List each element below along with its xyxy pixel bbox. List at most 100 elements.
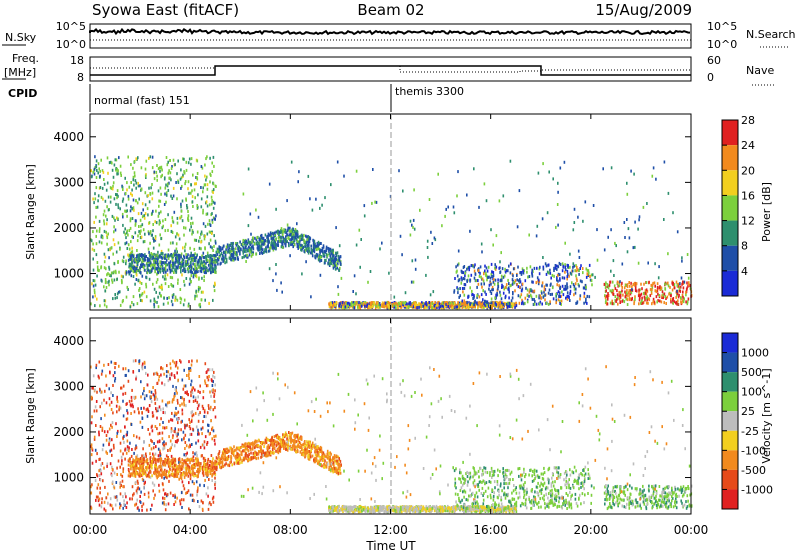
velocity-cell xyxy=(197,490,199,493)
power-cell xyxy=(613,274,615,277)
power-cell xyxy=(491,292,493,295)
power-cell xyxy=(385,302,387,305)
power-cell xyxy=(525,279,527,282)
power-cell xyxy=(622,294,624,297)
cpid-mode-1: themis 3300 xyxy=(395,85,464,98)
velocity-cell xyxy=(123,503,125,506)
velocity-cell xyxy=(100,464,102,467)
power-cell xyxy=(194,196,196,199)
velocity-cell xyxy=(151,425,153,428)
power-cell xyxy=(206,213,208,216)
velocity-cell xyxy=(190,494,192,497)
velocity-cell xyxy=(195,412,197,415)
power-cell xyxy=(456,271,458,274)
power-cell xyxy=(142,257,144,260)
power-cell xyxy=(140,299,142,302)
power-cell xyxy=(432,242,434,245)
power-cell xyxy=(402,190,404,193)
power-cell xyxy=(477,306,479,309)
power-cell xyxy=(248,241,250,244)
power-cell xyxy=(212,299,214,302)
power-cell xyxy=(483,272,485,275)
power-cell xyxy=(104,253,106,256)
power-cell xyxy=(526,267,528,270)
velocity-cell xyxy=(159,432,161,435)
power-cell xyxy=(306,247,308,250)
power-cell xyxy=(158,212,160,215)
power-cell xyxy=(497,278,499,281)
velocity-cell xyxy=(199,484,201,487)
power-cell xyxy=(210,239,212,242)
power-cell xyxy=(627,193,629,196)
power-cell xyxy=(160,200,162,203)
power-cell xyxy=(481,243,483,246)
power-cell xyxy=(214,217,216,220)
power-cell xyxy=(164,257,166,260)
power-cell xyxy=(250,213,252,216)
power-cell xyxy=(92,198,94,201)
power-cell xyxy=(192,262,194,265)
power-cell xyxy=(611,166,613,169)
power-cell xyxy=(144,269,146,272)
velocity-cell xyxy=(144,481,146,484)
velocity-cell xyxy=(186,444,188,447)
power-cell xyxy=(109,161,111,164)
power-cell xyxy=(192,222,194,225)
power-cell xyxy=(657,286,659,289)
power-cell xyxy=(180,205,182,208)
power-cell xyxy=(191,274,193,277)
power-cell xyxy=(155,237,157,240)
power-cell xyxy=(181,210,183,213)
velocity-cell xyxy=(204,411,206,414)
velocity-cell xyxy=(136,499,138,502)
power-cell xyxy=(118,241,120,244)
power-cell xyxy=(177,279,179,282)
power-cell xyxy=(152,197,154,200)
power-cell xyxy=(211,212,213,215)
velocity-cell xyxy=(153,446,155,449)
power-cell xyxy=(192,174,194,177)
power-cell xyxy=(96,242,98,245)
nsky-tick-bottom: 10^0 xyxy=(56,38,86,51)
power-cell xyxy=(584,295,586,298)
velocity-cell xyxy=(137,482,139,485)
power-ytick-label-0: 1000 xyxy=(53,267,84,281)
power-cell xyxy=(104,260,106,263)
power-cell xyxy=(416,306,418,309)
power-cell xyxy=(163,297,165,300)
power-cell xyxy=(466,280,468,283)
velocity-cell xyxy=(120,430,122,433)
velocity-cell xyxy=(140,491,142,494)
velocity-cell xyxy=(128,449,130,452)
power-cell xyxy=(569,266,571,269)
power-cell xyxy=(194,295,196,298)
power-cell xyxy=(583,286,585,289)
power-cell xyxy=(204,237,206,240)
power-cell xyxy=(564,242,566,245)
power-cell xyxy=(210,245,212,248)
power-cell xyxy=(522,269,524,272)
freq-trace xyxy=(90,66,691,75)
velocity-cell xyxy=(165,503,167,506)
velocity-cell xyxy=(102,370,104,373)
power-cell xyxy=(466,268,468,271)
power-cell xyxy=(429,198,431,201)
power-cell xyxy=(620,291,622,294)
velocity-cell xyxy=(98,375,100,378)
velocity-cell xyxy=(118,408,120,411)
velocity-cell xyxy=(178,411,180,414)
velocity-cell xyxy=(188,360,190,363)
power-cell xyxy=(212,249,214,252)
power-cell xyxy=(502,267,504,270)
velocity-cell xyxy=(170,492,172,495)
power-cell xyxy=(156,221,158,224)
velocity-cell xyxy=(126,501,128,504)
power-cell xyxy=(372,305,374,308)
velocity-cell xyxy=(213,429,215,432)
power-cell xyxy=(201,264,203,267)
power-cell xyxy=(398,169,400,172)
power-cell xyxy=(267,235,269,238)
power-cell xyxy=(206,200,208,203)
power-cell xyxy=(242,256,244,259)
velocity-cell xyxy=(181,498,183,501)
